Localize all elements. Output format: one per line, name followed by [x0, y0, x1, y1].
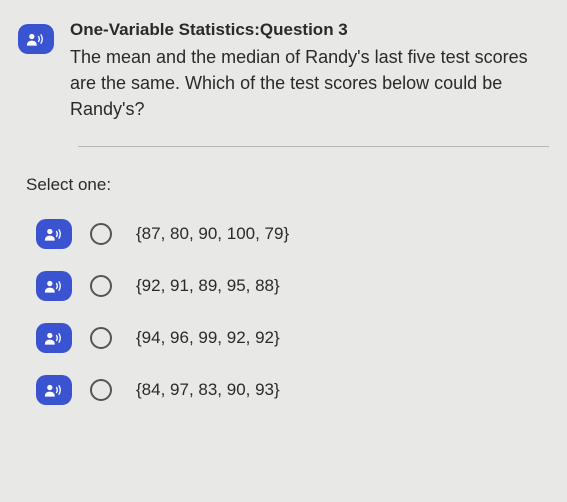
options-list: {87, 80, 90, 100, 79} {92, 91, 89, 95, 88… — [36, 219, 549, 405]
speaker-icon[interactable] — [36, 219, 72, 249]
radio-button[interactable] — [90, 327, 112, 349]
option-label: {92, 91, 89, 95, 88} — [136, 276, 280, 296]
divider — [78, 146, 549, 147]
person-sound-icon — [44, 278, 64, 294]
speaker-icon[interactable] — [36, 271, 72, 301]
person-sound-icon — [44, 226, 64, 242]
speaker-icon[interactable] — [18, 24, 54, 54]
option-label: {94, 96, 99, 92, 92} — [136, 328, 280, 348]
select-one-label: Select one: — [26, 175, 549, 195]
radio-button[interactable] — [90, 379, 112, 401]
person-sound-icon — [26, 31, 46, 47]
question-title: One-Variable Statistics:Question 3 — [70, 20, 549, 40]
option-row[interactable]: {92, 91, 89, 95, 88} — [36, 271, 549, 301]
option-label: {87, 80, 90, 100, 79} — [136, 224, 289, 244]
option-label: {84, 97, 83, 90, 93} — [136, 380, 280, 400]
option-row[interactable]: {87, 80, 90, 100, 79} — [36, 219, 549, 249]
person-sound-icon — [44, 382, 64, 398]
question-content: One-Variable Statistics:Question 3 The m… — [70, 20, 549, 122]
radio-button[interactable] — [90, 275, 112, 297]
question-header: One-Variable Statistics:Question 3 The m… — [18, 20, 549, 122]
speaker-icon[interactable] — [36, 375, 72, 405]
speaker-icon[interactable] — [36, 323, 72, 353]
radio-button[interactable] — [90, 223, 112, 245]
person-sound-icon — [44, 330, 64, 346]
question-text: The mean and the median of Randy's last … — [70, 44, 549, 122]
option-row[interactable]: {94, 96, 99, 92, 92} — [36, 323, 549, 353]
option-row[interactable]: {84, 97, 83, 90, 93} — [36, 375, 549, 405]
